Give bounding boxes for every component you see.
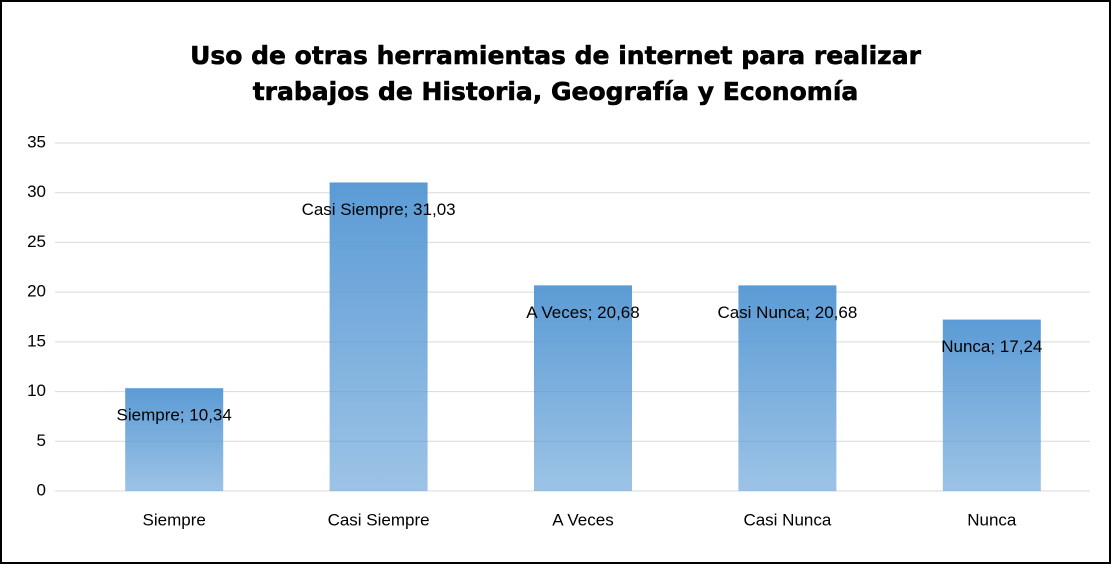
y-tick-label: 0	[37, 480, 46, 499]
y-tick-label: 10	[27, 381, 46, 400]
bar	[942, 319, 1041, 491]
data-label: Nunca; 17,24	[941, 337, 1042, 356]
bar	[125, 388, 224, 491]
title-box: Uso de otras herramientas de internet pa…	[0, 38, 1111, 110]
data-label: Casi Nunca; 20,68	[717, 303, 857, 322]
chart: 0 5 10 15 20 25 30 35 Siempre Casi Siempre A Veces…	[27, 132, 1090, 529]
x-tick-label: Casi Nunca	[743, 510, 831, 529]
chart-title: Uso de otras herramientas de internet pa…	[190, 41, 921, 107]
y-tick-label: 35	[27, 132, 46, 151]
y-tick-label: 30	[27, 182, 46, 201]
x-tick-label: Nunca	[967, 510, 1017, 529]
bar	[534, 285, 632, 491]
x-tick-label: Casi Siempre	[328, 510, 430, 529]
y-tick-label: 15	[27, 331, 46, 350]
bar	[329, 182, 428, 491]
y-tick-label: 25	[27, 232, 46, 251]
bar	[738, 285, 837, 491]
x-tick-label: Siempre	[143, 510, 206, 529]
data-label: Siempre; 10,34	[117, 406, 232, 425]
data-label: A Veces; 20,68	[526, 303, 639, 322]
y-tick-label: 20	[27, 282, 46, 301]
data-label: Casi Siempre; 31,03	[302, 200, 456, 219]
x-tick-label: A Veces	[552, 510, 613, 529]
y-tick-label: 5	[37, 431, 46, 450]
